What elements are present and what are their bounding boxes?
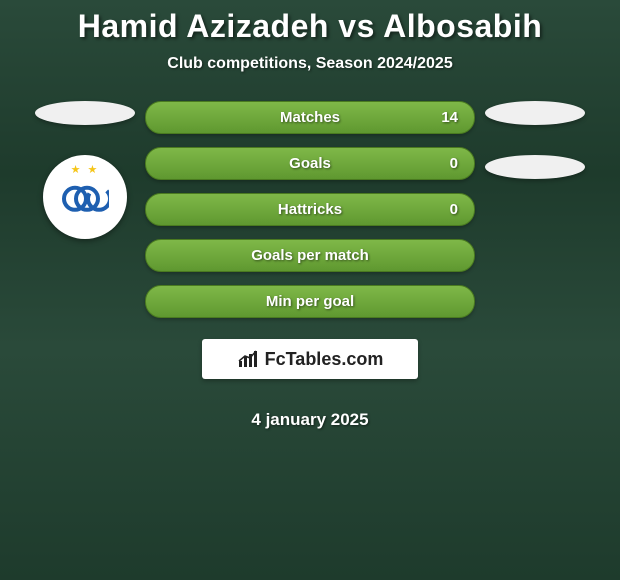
stat-label: Hattricks <box>278 201 342 218</box>
stat-bar-matches: Matches 14 <box>145 101 475 134</box>
stat-bar-hattricks: Hattricks 0 <box>145 193 475 226</box>
player-placeholder-right-2 <box>485 155 585 179</box>
stat-label: Min per goal <box>266 293 354 310</box>
stat-label: Matches <box>280 109 340 126</box>
content-row: ★ ★ Matches 14 Goals 0 Hattricks 0 <box>0 101 620 430</box>
date-text: 4 january 2025 <box>251 410 368 430</box>
star-icon: ★ ★ <box>71 163 100 176</box>
stat-bar-min-per-goal: Min per goal <box>145 285 475 318</box>
brand-box: FcTables.com <box>202 339 418 379</box>
stat-label: Goals <box>289 155 331 172</box>
stat-value: 0 <box>450 155 458 172</box>
club-badge-left: ★ ★ <box>43 155 127 239</box>
player-placeholder-right-1 <box>485 101 585 125</box>
club-rings-icon <box>61 181 109 217</box>
page-title: Hamid Azizadeh vs Albosabih <box>78 8 543 45</box>
stat-bar-goals: Goals 0 <box>145 147 475 180</box>
page-subtitle: Club competitions, Season 2024/2025 <box>167 55 452 73</box>
left-column: ★ ★ <box>30 101 140 239</box>
stat-value: 0 <box>450 201 458 218</box>
stats-column: Matches 14 Goals 0 Hattricks 0 Goals per… <box>140 101 480 430</box>
brand-text: FcTables.com <box>265 349 384 370</box>
chart-icon <box>237 349 261 369</box>
stat-value: 14 <box>441 109 458 126</box>
right-column <box>480 101 590 179</box>
player-placeholder-left <box>35 101 135 125</box>
stat-label: Goals per match <box>251 247 369 264</box>
stat-bar-goals-per-match: Goals per match <box>145 239 475 272</box>
